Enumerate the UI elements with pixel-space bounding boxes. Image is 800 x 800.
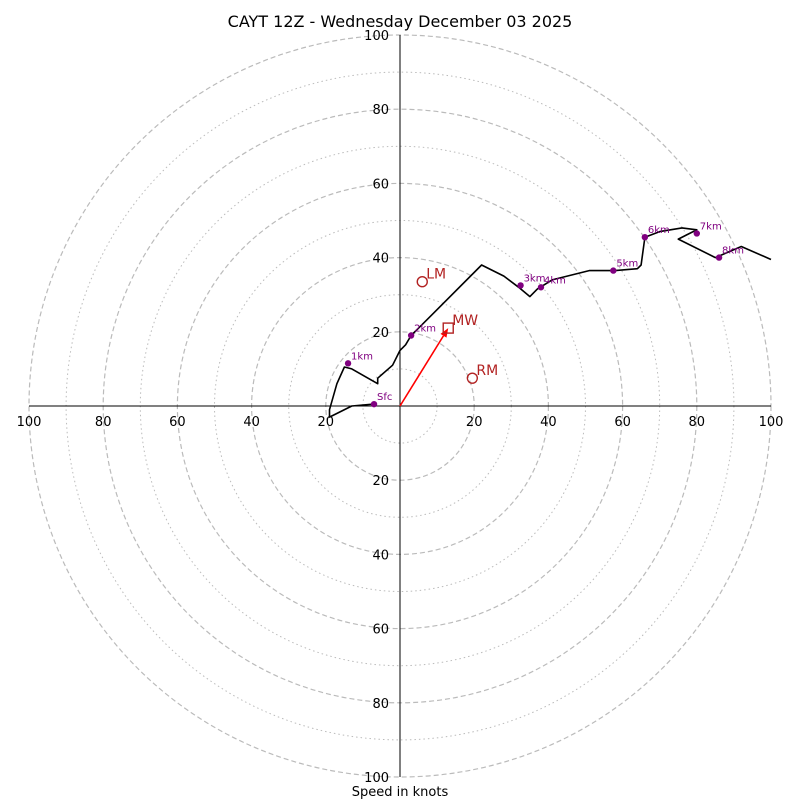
height-label-5km: 5km [616, 259, 638, 270]
height-label-8km: 8km [722, 246, 744, 257]
height-label-7km: 7km [700, 221, 722, 232]
tick-label-down-100: 100 [364, 771, 389, 786]
chart-title: CAYT 12Z - Wednesday December 03 2025 [228, 12, 573, 31]
tick-label-left-60: 60 [169, 415, 186, 430]
tick-label-left-40: 40 [243, 415, 260, 430]
storm-motion-markers: LM RM MW [399, 267, 498, 407]
mean-wind-arrow-shaft [399, 335, 445, 407]
tick-label-up-80: 80 [372, 103, 389, 118]
tick-label-left-80: 80 [95, 415, 112, 430]
hodograph-trace [328, 227, 772, 418]
height-marker-8km [715, 254, 723, 261]
tick-label-up-60: 60 [372, 177, 389, 192]
tick-label-left-20: 20 [318, 415, 335, 430]
lm-label: LM [426, 267, 446, 283]
height-label-1km: 1km [351, 351, 373, 362]
tick-label-up-100: 100 [364, 29, 389, 44]
height-marker-7km [693, 230, 700, 237]
height-marker-4km [537, 284, 545, 291]
height-marker-3km [517, 282, 524, 289]
tick-label-up-40: 40 [372, 252, 389, 267]
height-label-4km: 4km [544, 275, 566, 286]
hodograph-trace-group [328, 227, 772, 418]
mw-label: MW [452, 313, 478, 329]
tick-label-down-60: 60 [372, 623, 389, 638]
height-label-6km: 6km [648, 225, 670, 236]
height-marker-5km [610, 267, 617, 274]
tick-label-right-60: 60 [614, 415, 631, 430]
height-marker-sfc [370, 400, 378, 408]
lm-marker [416, 276, 428, 288]
height-marker-2km [407, 332, 415, 339]
height-label-sfc: Sfc [377, 392, 392, 403]
x-axis-label: Speed in knots [352, 785, 449, 800]
tick-labels: 100 80 60 40 20 20 40 60 80 100 20 40 60 80 100 20 40 60 8… [17, 29, 784, 786]
tick-label-up-20: 20 [372, 326, 389, 341]
tick-label-right-80: 80 [689, 415, 706, 430]
tick-label-right-20: 20 [466, 415, 483, 430]
tick-label-right-40: 40 [540, 415, 557, 430]
height-label-3km: 3km [524, 273, 546, 284]
tick-label-down-80: 80 [372, 697, 389, 712]
height-marker-1km [344, 360, 352, 367]
tick-label-left-100: 100 [17, 415, 42, 430]
mw-marker [442, 322, 454, 334]
rm-marker [466, 372, 479, 384]
height-marker-6km [641, 233, 649, 241]
tick-label-down-20: 20 [372, 474, 389, 489]
tick-label-down-40: 40 [372, 548, 389, 563]
tick-label-right-100: 100 [759, 415, 784, 430]
height-label-2km: 2km [414, 324, 436, 335]
rm-label: RM [476, 363, 498, 379]
